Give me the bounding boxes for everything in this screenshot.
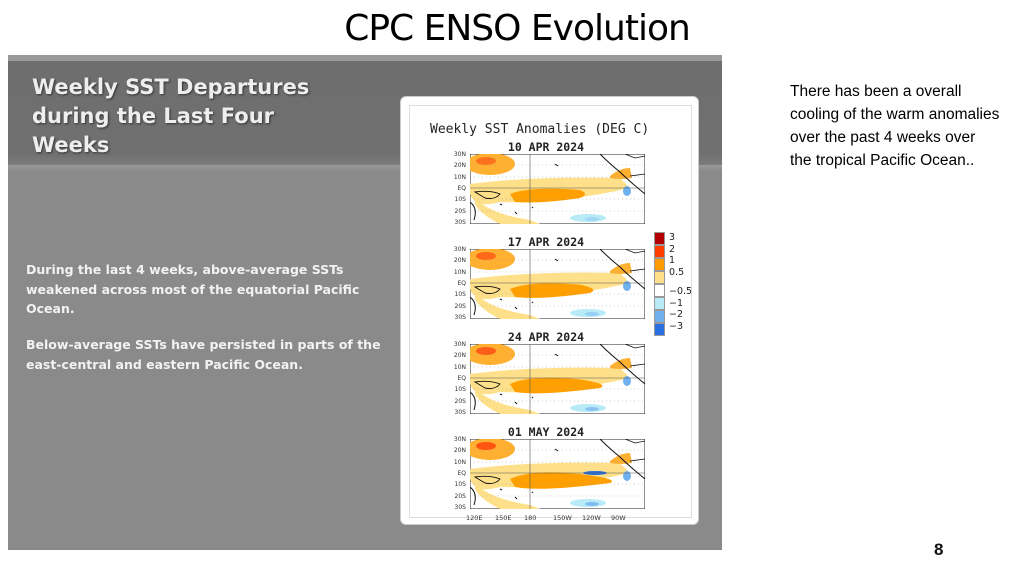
legend-swatch — [654, 284, 665, 297]
legend-swatch — [654, 323, 665, 336]
lat-label: 30S — [454, 408, 466, 416]
lat-label: EQ — [457, 374, 466, 382]
map-date: 24 APR 2024 — [507, 330, 585, 344]
legend-label: 1 — [669, 255, 676, 266]
legend-swatch — [654, 310, 665, 323]
lat-label: 20N — [453, 162, 466, 170]
figure-title: Weekly SST Anomalies (DEG C) — [430, 122, 650, 137]
lat-label: 30N — [453, 246, 466, 253]
lat-label: 10N — [453, 268, 466, 276]
legend-label: 3 — [669, 232, 676, 243]
lat-label: 10N — [453, 363, 466, 371]
lon-label: 120E — [466, 514, 483, 522]
sst-anomaly-map — [470, 344, 645, 414]
sst-figure: Weekly SST Anomalies (DEG C) 10 APR 2024… — [409, 105, 693, 522]
lat-label: 30S — [454, 503, 466, 511]
lat-label: 30N — [453, 341, 466, 348]
lat-label: 10S — [454, 481, 466, 489]
lat-label: 20S — [454, 207, 466, 215]
lat-label: EQ — [457, 469, 466, 477]
lat-label: 20N — [453, 447, 466, 455]
lat-label: 10S — [454, 291, 466, 299]
lat-label: 30N — [453, 151, 466, 158]
lon-label: 120W — [582, 514, 601, 522]
page-number: 8 — [934, 540, 944, 559]
legend-swatch — [654, 258, 665, 271]
lat-label: 10S — [454, 386, 466, 394]
legend-swatch — [654, 297, 665, 310]
lat-label: 10N — [453, 458, 466, 466]
lat-label: 20S — [454, 302, 466, 310]
lat-label: 30N — [453, 436, 466, 443]
content-panel: Weekly SST Departures during the Last Fo… — [8, 55, 722, 550]
lat-label: 30S — [454, 218, 466, 226]
lat-label: 20N — [453, 257, 466, 265]
legend-label: −2 — [669, 309, 684, 320]
legend-label: 2 — [669, 243, 676, 255]
legend-label: −1 — [669, 297, 684, 309]
lon-label: 150E — [495, 514, 512, 522]
lat-label: 20N — [453, 352, 466, 360]
lat-label: 10N — [453, 173, 466, 181]
legend-label: −0.5 — [669, 286, 693, 297]
map-date: 10 APR 2024 — [507, 140, 585, 154]
sst-figure-card: Weekly SST Anomalies (DEG C) 10 APR 2024… — [400, 96, 699, 525]
lat-label: 30S — [454, 313, 466, 321]
sst-anomaly-map — [470, 249, 645, 319]
legend-label: 0.5 — [669, 266, 685, 278]
legend-swatch — [654, 245, 665, 258]
summary-paragraph-2: Below-average SSTs have persisted in par… — [26, 337, 381, 372]
sst-anomaly-map — [470, 154, 645, 224]
slide-title: CPC ENSO Evolution — [344, 8, 691, 49]
lat-label: 20S — [454, 492, 466, 500]
lat-label: 20S — [454, 397, 466, 405]
legend-swatch — [654, 232, 665, 245]
lat-label: 10S — [454, 196, 466, 204]
legend-swatch — [654, 271, 665, 284]
lon-label: 90W — [611, 514, 626, 522]
sst-anomaly-map — [470, 439, 645, 509]
side-note: There has been a overall cooling of the … — [790, 83, 1000, 169]
map-date: 17 APR 2024 — [507, 235, 585, 249]
summary-paragraph-1: During the last 4 weeks, above-average S… — [26, 262, 360, 316]
lat-label: EQ — [457, 184, 466, 192]
lon-label: 180 — [524, 514, 537, 522]
lat-label: EQ — [457, 279, 466, 287]
lon-label: 150W — [553, 514, 572, 522]
legend-label: −3 — [669, 320, 684, 332]
map-date: 01 MAY 2024 — [507, 425, 585, 439]
panel-heading: Weekly SST Departures during the Last Fo… — [32, 75, 310, 157]
